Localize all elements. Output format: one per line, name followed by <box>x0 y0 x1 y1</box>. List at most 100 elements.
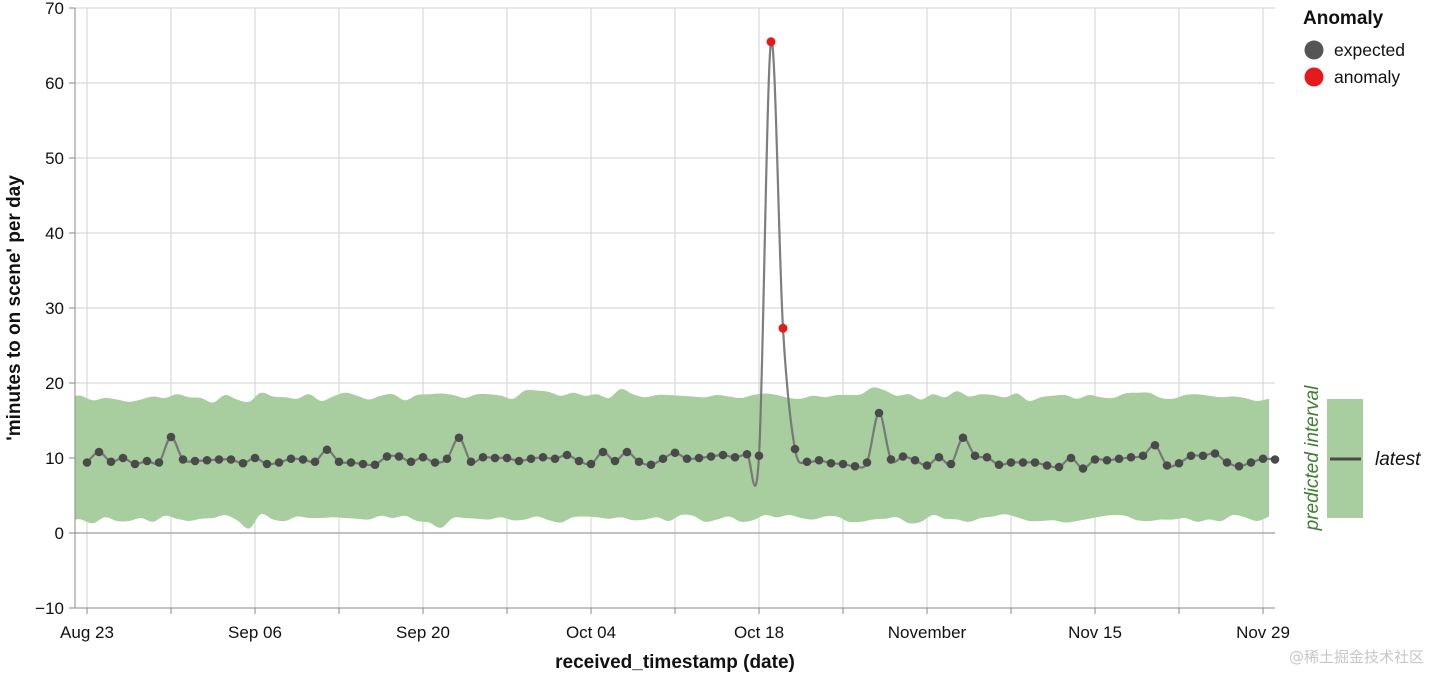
x-tick-label: Sep 20 <box>396 623 450 642</box>
data-point <box>814 455 824 465</box>
data-point <box>166 432 176 442</box>
data-point <box>910 455 920 465</box>
data-point <box>1210 449 1220 458</box>
data-point <box>1162 461 1172 470</box>
data-point <box>1114 454 1124 464</box>
data-point <box>1126 452 1136 462</box>
x-tick-label: Aug 23 <box>60 623 114 642</box>
data-point <box>718 450 728 460</box>
data-point <box>106 457 116 467</box>
data-point <box>1030 458 1040 467</box>
data-point <box>394 452 404 461</box>
data-point <box>538 452 548 462</box>
data-point <box>502 453 512 463</box>
data-point <box>934 452 944 462</box>
legend-swatch-anomaly <box>1304 67 1324 87</box>
data-point <box>370 460 380 470</box>
y-tick-label: 60 <box>45 74 64 93</box>
data-point <box>694 453 704 463</box>
data-point <box>274 458 284 467</box>
x-tick-label: Nov 15 <box>1068 623 1122 642</box>
data-point <box>346 458 356 467</box>
data-point <box>850 461 860 471</box>
data-point <box>322 445 332 455</box>
x-tick-label: Sep 06 <box>228 623 282 642</box>
y-tick-label: 40 <box>45 224 64 243</box>
predicted-interval-band <box>75 387 1269 529</box>
x-tick-label: November <box>888 623 967 642</box>
data-point <box>994 460 1004 470</box>
x-tick-label: Oct 18 <box>734 623 784 642</box>
data-point <box>406 457 416 467</box>
data-point <box>382 452 392 461</box>
data-point <box>658 454 668 464</box>
y-tick-label: 0 <box>55 524 64 543</box>
watermark: @稀土掘金技术社区 <box>1288 648 1424 666</box>
data-point <box>442 454 452 464</box>
data-point <box>682 454 692 464</box>
data-point <box>334 457 344 467</box>
legend-title: Anomaly <box>1303 8 1384 29</box>
data-point <box>178 455 188 464</box>
legend-label-expected: expected <box>1334 40 1405 60</box>
data-point <box>1078 464 1088 473</box>
anomaly-point <box>766 37 776 47</box>
y-axis-title: 'minutes to on scene' per day <box>4 175 25 441</box>
data-point <box>226 455 236 464</box>
data-point <box>946 459 956 469</box>
data-point <box>898 452 908 461</box>
band-legend-label: predicted interval <box>1302 385 1323 531</box>
anomaly-point <box>778 323 788 333</box>
legend-label-anomaly: anomaly <box>1334 67 1400 87</box>
data-point <box>1018 458 1028 467</box>
data-point <box>1066 453 1076 463</box>
data-point <box>526 454 536 464</box>
y-tick-label: 10 <box>45 449 64 468</box>
data-point <box>1222 458 1232 467</box>
data-point <box>418 452 428 462</box>
data-point <box>478 452 488 462</box>
data-point <box>262 459 272 469</box>
data-point <box>454 433 464 443</box>
data-point <box>1054 462 1064 472</box>
data-point <box>874 408 884 418</box>
data-point <box>1138 451 1148 461</box>
data-point <box>634 457 644 467</box>
line-legend-label: latest <box>1375 449 1421 470</box>
data-point <box>862 458 872 467</box>
data-point <box>154 458 164 467</box>
data-point <box>670 448 680 458</box>
data-point <box>550 454 560 464</box>
data-point <box>286 454 296 464</box>
data-point <box>886 455 896 464</box>
y-tick-label: −10 <box>35 599 64 618</box>
data-points <box>82 37 1280 473</box>
x-tick-label: Oct 04 <box>566 623 616 642</box>
legend: Anomaly expected anomaly latest predicted in… <box>1302 8 1421 531</box>
data-point <box>646 460 656 470</box>
x-axis-title: received_timestamp (date) <box>555 652 795 673</box>
y-tick-label: 50 <box>45 149 64 168</box>
data-point <box>214 455 224 464</box>
data-point <box>826 458 836 468</box>
data-point <box>82 458 92 467</box>
data-point <box>1042 461 1052 470</box>
y-tick-label: 20 <box>45 374 64 393</box>
data-point <box>802 457 812 467</box>
data-point <box>790 444 800 454</box>
data-point <box>1102 455 1112 465</box>
data-point <box>310 457 320 467</box>
data-point <box>1174 458 1184 468</box>
data-point <box>706 452 716 461</box>
data-point <box>610 456 620 466</box>
y-tick-label: 70 <box>45 0 64 18</box>
data-point <box>202 455 212 465</box>
data-point <box>238 458 248 468</box>
data-point <box>514 456 524 466</box>
y-tick-label: 30 <box>45 299 64 318</box>
data-point <box>1006 458 1016 467</box>
data-point <box>1186 451 1196 461</box>
data-point <box>142 456 152 466</box>
data-point <box>466 457 476 467</box>
